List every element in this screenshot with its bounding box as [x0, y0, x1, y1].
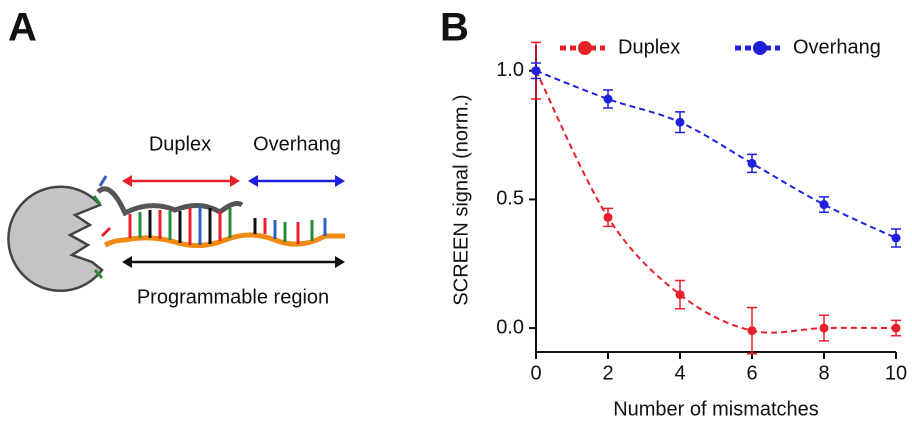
y-tick-label: 0.5	[496, 188, 524, 210]
strand	[96, 186, 244, 217]
x-tick-label: 10	[885, 362, 907, 384]
legend-marker	[578, 41, 592, 55]
arrows	[122, 175, 345, 268]
data-point	[891, 323, 901, 333]
panel-label: B	[440, 6, 469, 50]
y-tick-label: 1.0	[496, 59, 524, 81]
data-point	[819, 323, 829, 333]
bases	[92, 175, 327, 279]
data-point	[747, 326, 757, 336]
data-point	[603, 94, 613, 104]
x-tick-label: 2	[602, 362, 613, 384]
diagram	[7, 175, 345, 292]
y-axis-title: SCREEN signal (norm.)	[450, 94, 472, 305]
diagram-label: Programmable region	[137, 286, 329, 308]
x-tick-label: 8	[818, 362, 829, 384]
data-point	[531, 66, 541, 76]
strand	[103, 232, 345, 248]
diagram-label: Overhang	[253, 133, 341, 155]
bead	[7, 185, 104, 292]
data-point	[603, 212, 613, 222]
x-tick-label: 6	[746, 362, 757, 384]
x-tick-label: 4	[674, 362, 685, 384]
x-tick-label: 0	[530, 362, 541, 384]
legend-marker	[753, 41, 767, 55]
panel-label: A	[8, 6, 37, 50]
series-line	[535, 69, 897, 239]
data-point	[819, 200, 829, 210]
x-axis-title: Number of mismatches	[613, 398, 819, 420]
y-tick-label: 0.0	[496, 316, 524, 338]
data-point	[675, 290, 685, 300]
legend-label: Duplex	[618, 36, 680, 58]
data-point	[891, 233, 901, 243]
data-point	[675, 117, 685, 127]
data-point	[747, 158, 757, 168]
series-line	[535, 70, 897, 334]
diagram-label: Duplex	[149, 133, 211, 155]
legend-label: Overhang	[793, 36, 881, 58]
